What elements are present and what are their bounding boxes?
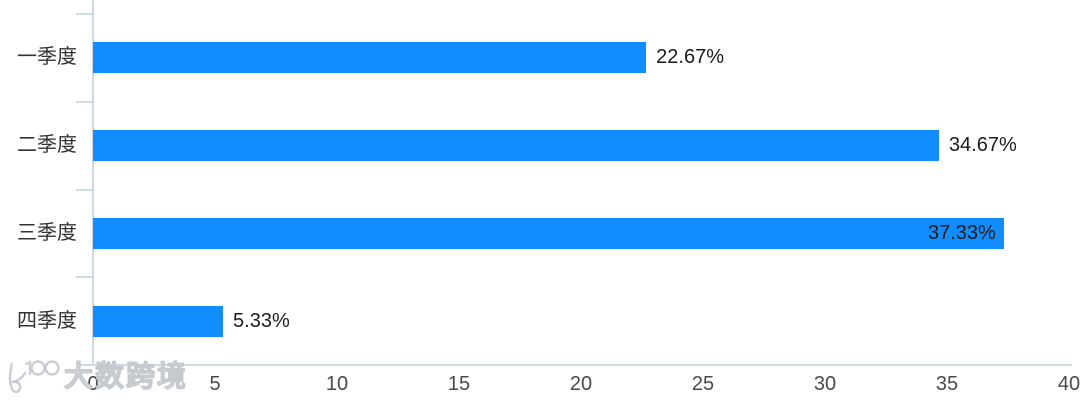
x-tick-label-20: 20 bbox=[569, 373, 593, 395]
x-axis-line bbox=[76, 364, 1072, 366]
value-label-q4: 5.33% bbox=[233, 309, 290, 332]
category-label-q1: 一季度 bbox=[17, 46, 77, 69]
x-tick-label-5: 5 bbox=[209, 373, 221, 395]
k100-logo-icon bbox=[4, 356, 60, 398]
y-axis-tick bbox=[76, 364, 93, 366]
y-axis-tick bbox=[76, 13, 93, 15]
x-tick-label-10: 10 bbox=[325, 373, 349, 395]
bar-q1[interactable] bbox=[93, 42, 647, 74]
value-label-q2: 34.67% bbox=[948, 134, 1017, 157]
bar-q4[interactable] bbox=[93, 305, 224, 337]
x-tick-label-35: 35 bbox=[935, 373, 959, 395]
y-axis-tick bbox=[76, 100, 93, 103]
value-label-q1: 22.67% bbox=[656, 46, 724, 69]
y-axis-line bbox=[92, 0, 94, 365]
x-tick-label-0: 0 bbox=[87, 373, 99, 395]
bar-q2[interactable] bbox=[93, 130, 939, 162]
category-label-q3: 三季度 bbox=[17, 221, 77, 244]
category-label-q4: 四季度 bbox=[17, 309, 77, 332]
x-tick-label-40: 40 bbox=[1057, 373, 1080, 395]
bar-q3[interactable] bbox=[93, 217, 1004, 249]
watermark-text: 大数跨境 bbox=[63, 361, 189, 394]
x-tick-label-25: 25 bbox=[691, 373, 715, 395]
value-label-q3: 37.33% bbox=[928, 221, 996, 244]
x-tick-label-30: 30 bbox=[813, 373, 837, 395]
y-axis-tick bbox=[76, 276, 93, 279]
category-label-q2: 二季度 bbox=[17, 134, 77, 157]
y-axis-tick bbox=[76, 188, 93, 191]
x-tick-label-15: 15 bbox=[447, 373, 471, 395]
